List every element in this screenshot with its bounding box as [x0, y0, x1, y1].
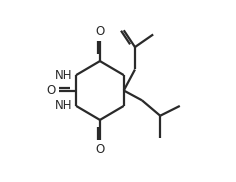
Text: O: O [95, 25, 105, 38]
Text: NH: NH [55, 99, 72, 112]
Text: O: O [95, 143, 105, 156]
Text: O: O [46, 84, 56, 97]
Text: NH: NH [55, 69, 72, 82]
